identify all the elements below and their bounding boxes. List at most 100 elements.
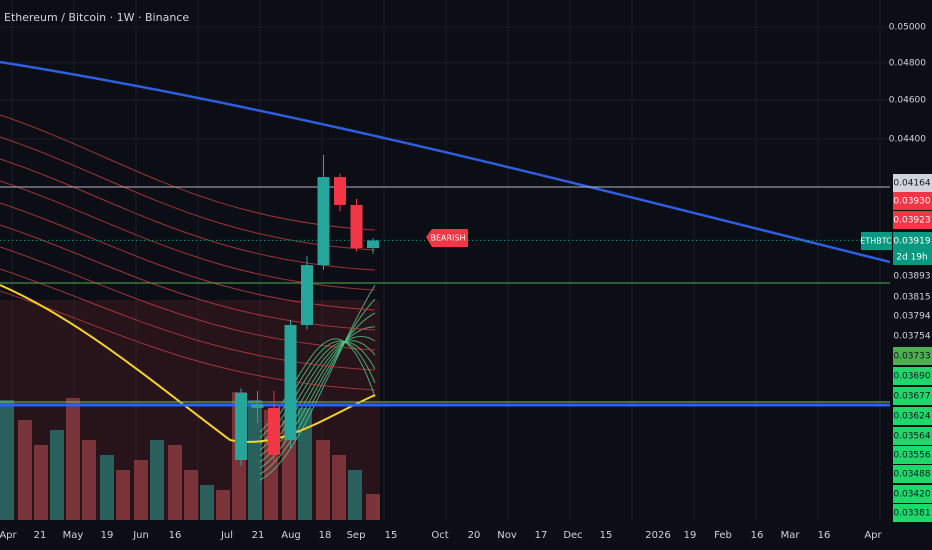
volume-bar	[100, 455, 114, 520]
y-tick-label: 0.04800	[889, 58, 926, 68]
candle-body	[367, 240, 379, 249]
volume-bar	[116, 470, 130, 520]
x-tick-label: 17	[535, 530, 548, 541]
x-tick-label: 2026	[645, 530, 670, 541]
volume-bar	[150, 440, 164, 520]
x-tick-label: 15	[600, 530, 613, 541]
x-tick-label: Aug	[281, 530, 301, 541]
x-tick-label: Feb	[714, 530, 732, 541]
price-tag	[893, 347, 932, 365]
countdown-bg	[893, 249, 932, 265]
price-tag	[893, 485, 932, 503]
x-tick-label: 19	[101, 530, 114, 541]
price-tag	[893, 232, 932, 250]
price-tag-label: 0.03488	[893, 470, 930, 480]
x-tick-label: 16	[818, 530, 831, 541]
price-tag	[893, 407, 932, 425]
ribbon-red	[0, 268, 376, 371]
volume-bar	[200, 485, 214, 520]
x-tick-label: 18	[319, 530, 332, 541]
price-tag-label: 0.03420	[893, 490, 930, 500]
x-tick-label: Apr	[0, 530, 18, 541]
signal-label: BEARISH	[430, 234, 465, 243]
x-tick-label: Jul	[220, 530, 233, 541]
price-tag-label: 0.03930	[893, 197, 930, 207]
price-tag	[893, 367, 932, 385]
price-tag-label: 0.03564	[893, 432, 930, 442]
x-tick-label: 15	[385, 530, 398, 541]
price-tag	[893, 504, 932, 522]
symbol-bg	[861, 232, 892, 250]
price-tag	[893, 446, 932, 464]
ma-blue	[0, 60, 891, 264]
volume-bar	[50, 430, 64, 520]
volume-bar	[82, 440, 96, 520]
price-tag-label: 0.03556	[893, 451, 930, 461]
volume-bar	[298, 408, 312, 520]
volume-bar	[316, 440, 330, 520]
volume-bar	[18, 420, 32, 520]
y-tick-label: 0.04400	[889, 135, 926, 145]
price-tag-label: 0.04164	[893, 179, 930, 189]
price-tag	[893, 327, 932, 345]
volume-bar	[248, 400, 262, 520]
countdown: 2d 19h	[896, 253, 927, 263]
y-tick-label: 0.05000	[889, 23, 926, 33]
price-tag-label: 0.03690	[893, 372, 930, 382]
price-tag-label: 0.03794	[893, 312, 930, 322]
volume-bar	[66, 398, 80, 520]
price-tag	[893, 465, 932, 483]
y-tick-label: 0.04600	[889, 96, 926, 106]
symbol-name: ETHBTC	[860, 237, 892, 246]
x-tick-label: 19	[684, 530, 697, 541]
candle-body	[334, 177, 346, 205]
price-tag	[893, 427, 932, 445]
x-tick-label: 16	[169, 530, 182, 541]
price-tag-label: 0.03815	[893, 293, 930, 303]
volume-bar	[168, 445, 182, 520]
x-tick-label: 20	[468, 530, 481, 541]
price-tag	[893, 307, 932, 325]
candle-body	[301, 265, 313, 326]
volume-bar	[216, 490, 230, 520]
x-tick-label: Mar	[781, 530, 801, 541]
x-tick-label: May	[63, 530, 84, 541]
price-tag-label: 0.03893	[893, 272, 930, 282]
candle-body	[251, 404, 264, 408]
price-tag-label: 0.03754	[893, 332, 930, 342]
ma-yellow	[0, 284, 376, 443]
volume-bar	[332, 455, 346, 520]
candle-body	[317, 177, 330, 266]
volume-bar	[366, 494, 380, 520]
price-tag	[893, 267, 932, 285]
x-tick-label: Oct	[431, 530, 448, 541]
ribbon-red	[0, 246, 376, 351]
price-tag-label: 0.03624	[893, 412, 930, 422]
candle-body	[235, 392, 247, 460]
price-tag-label: 0.03923	[893, 216, 930, 226]
price-tag-label: 0.03733	[893, 352, 930, 362]
x-tick-label: 16	[751, 530, 764, 541]
x-tick-label: Sep	[347, 530, 366, 541]
volume-bar	[34, 445, 48, 520]
x-tick-label: 21	[34, 530, 47, 541]
price-tag-label: 0.03919	[893, 237, 930, 247]
x-tick-label: 21	[252, 530, 265, 541]
volume-bar	[184, 470, 198, 520]
ribbon-green	[259, 284, 376, 481]
price-tag-label: 0.03381	[893, 509, 930, 519]
candle-body	[350, 204, 363, 249]
volume-bar	[134, 460, 148, 520]
volume-bar	[0, 400, 14, 520]
price-tag-label: 0.03677	[893, 392, 930, 402]
x-tick-label: Dec	[563, 530, 582, 541]
x-tick-label: Jun	[132, 530, 149, 541]
x-tick-label: Apr	[864, 530, 882, 541]
price-tag	[893, 288, 932, 306]
candle-body	[284, 325, 297, 441]
ribbon-red	[0, 136, 376, 251]
ribbon-red	[0, 158, 376, 271]
price-tag	[893, 387, 932, 405]
candle-body	[268, 407, 280, 455]
